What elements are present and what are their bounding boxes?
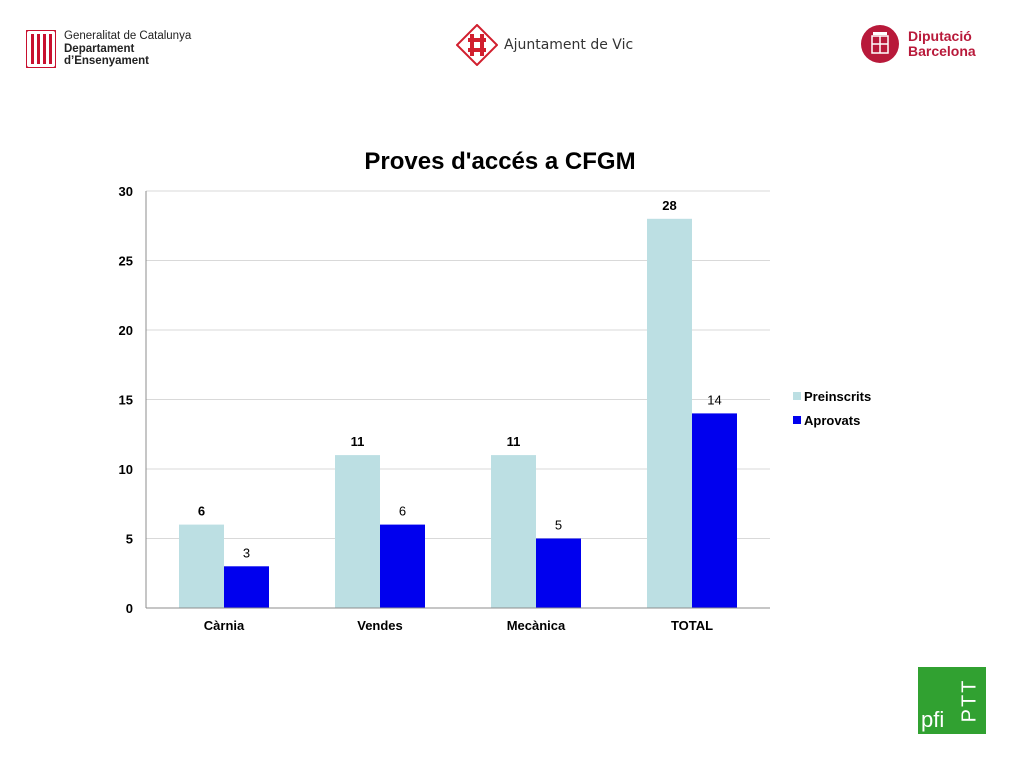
bar-aprovats bbox=[380, 524, 425, 608]
bar-preinscrits bbox=[647, 218, 692, 609]
legend-label-preinscrits: Preinscrits bbox=[804, 389, 871, 404]
vic-emblem-icon bbox=[456, 24, 498, 66]
data-labels: 6 3 11 6 11 5 28 14 bbox=[198, 198, 722, 560]
data-label: 3 bbox=[243, 545, 250, 560]
data-label: 6 bbox=[198, 504, 205, 519]
y-tick-label: 30 bbox=[119, 184, 133, 199]
x-tick-label: Vendes bbox=[357, 618, 403, 633]
bar-aprovats bbox=[692, 413, 737, 608]
gencat-line1: Generalitat de Catalunya bbox=[64, 30, 192, 43]
data-label: 11 bbox=[507, 434, 521, 449]
legend-label-aprovats: Aprovats bbox=[804, 413, 860, 428]
diputacio-line2: Barcelona bbox=[908, 43, 976, 59]
y-tick-label: 5 bbox=[126, 532, 133, 547]
chart-title: Proves d'accés a CFGM bbox=[364, 148, 635, 175]
gencat-line3: d’Ensenyament bbox=[64, 55, 149, 68]
bar-aprovats bbox=[536, 538, 581, 608]
x-tick-label: Càrnia bbox=[204, 618, 245, 633]
y-tick-label: 20 bbox=[119, 323, 133, 338]
legend: Preinscrits Aprovats bbox=[793, 389, 871, 428]
data-label: 6 bbox=[399, 504, 406, 519]
y-tick-label: 15 bbox=[119, 393, 133, 408]
gencat-line2: Departament bbox=[64, 42, 135, 55]
data-label: 5 bbox=[555, 518, 562, 533]
pfi-text: pfi bbox=[921, 707, 945, 732]
bar-preinscrits bbox=[491, 455, 536, 608]
axes: 0 5 10 15 20 25 30 Càrnia Vendes Mecànica TOTAL bbox=[119, 184, 770, 633]
x-tick-label: Mecànica bbox=[507, 618, 566, 633]
diputacio-line1: Diputació bbox=[908, 28, 972, 44]
gencat-emblem-icon bbox=[26, 30, 56, 68]
data-label: 11 bbox=[351, 434, 365, 449]
bar-preinscrits bbox=[179, 524, 224, 608]
pfi-ptt-logo: pfi PTT bbox=[918, 667, 986, 734]
legend-swatch-preinscrits bbox=[793, 392, 801, 400]
bar-preinscrits bbox=[335, 455, 380, 608]
ptt-text: PTT bbox=[958, 678, 981, 723]
data-label: 14 bbox=[707, 392, 721, 407]
diputacio-logo: Diputació Barcelona bbox=[860, 24, 976, 64]
diputacio-emblem-icon bbox=[861, 25, 899, 63]
y-tick-label: 0 bbox=[126, 601, 133, 616]
bars bbox=[179, 218, 737, 609]
x-tick-label: TOTAL bbox=[671, 618, 713, 633]
legend-swatch-aprovats bbox=[793, 416, 801, 424]
y-tick-label: 10 bbox=[119, 462, 133, 477]
gencat-logo: Generalitat de Catalunya Departament d’E… bbox=[26, 30, 191, 68]
vic-logo-text: Ajuntament de Vic bbox=[504, 37, 634, 53]
y-tick-label: 25 bbox=[119, 254, 133, 269]
bar-aprovats bbox=[224, 566, 269, 608]
data-label: 28 bbox=[662, 198, 676, 213]
vic-logo: Ajuntament de Vic bbox=[456, 24, 633, 66]
